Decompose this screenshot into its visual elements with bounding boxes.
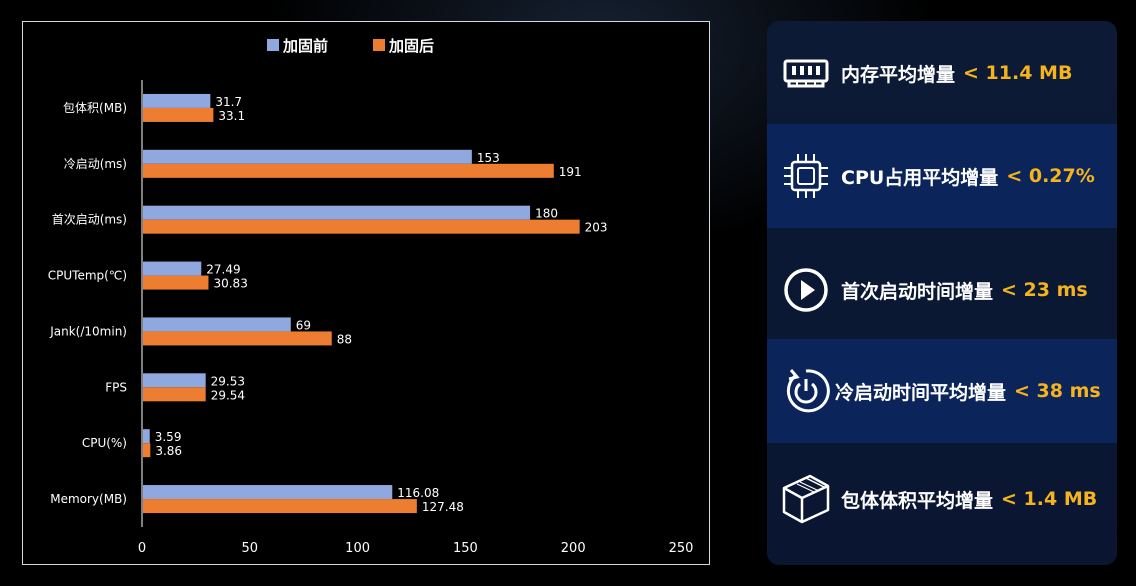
legend-label: 加固后 bbox=[388, 37, 434, 55]
bar bbox=[143, 443, 151, 458]
bar bbox=[143, 163, 554, 178]
category-label: CPUTemp(℃) bbox=[48, 269, 127, 283]
x-tick-label: 100 bbox=[345, 541, 370, 556]
category-label: FPS bbox=[105, 380, 127, 394]
bar bbox=[143, 261, 202, 276]
bar bbox=[143, 317, 291, 332]
data-label: 31.7 bbox=[215, 95, 242, 109]
data-label: 180 bbox=[535, 207, 558, 221]
data-label: 3.86 bbox=[155, 444, 182, 458]
x-tick-label: 150 bbox=[453, 541, 478, 556]
data-label: 191 bbox=[559, 165, 582, 179]
metric-summary-panel: 内存平均增量 < 11.4 MB CPU占用平均增量 < 0.27% bbox=[767, 21, 1117, 565]
data-label: 153 bbox=[477, 151, 500, 165]
x-tick-label: 50 bbox=[242, 541, 259, 556]
bar bbox=[143, 429, 150, 444]
metric-card-package-size: 包体体积平均增量 < 1.4 MB bbox=[767, 447, 1117, 551]
data-label: 69 bbox=[296, 318, 311, 332]
data-label: 3.59 bbox=[155, 430, 182, 444]
metric-card-cold-start: 冷启动时间平均增量 < 38 ms bbox=[767, 339, 1117, 443]
category-label: Memory(MB) bbox=[50, 492, 127, 506]
bar bbox=[143, 219, 580, 234]
metric-card-memory: 内存平均增量 < 11.4 MB bbox=[767, 21, 1117, 125]
metric-label: 首次启动时间增量 bbox=[841, 280, 994, 303]
bar bbox=[143, 485, 393, 500]
metric-value: < 38 ms bbox=[1014, 380, 1101, 402]
x-tick-label: 200 bbox=[561, 541, 586, 556]
legend-swatch bbox=[373, 39, 385, 51]
data-label: 127.48 bbox=[422, 500, 464, 514]
category-label: CPU(%) bbox=[82, 436, 127, 450]
metric-value: < 1.4 MB bbox=[1001, 488, 1098, 510]
data-label: 29.53 bbox=[211, 374, 245, 388]
data-label: 29.54 bbox=[211, 388, 245, 402]
bar-chart-panel: 加固前 加固后包体积(MB) 31.7 33.1 冷启动(ms) 153 191 首次启动(m… bbox=[22, 21, 710, 565]
metric-label: CPU占用平均增量 bbox=[841, 166, 999, 189]
data-label: 203 bbox=[585, 221, 608, 235]
data-label: 116.08 bbox=[397, 486, 439, 500]
bar bbox=[143, 93, 211, 108]
metric-label: 内存平均增量 bbox=[841, 63, 956, 86]
bar bbox=[143, 387, 206, 402]
data-label: 30.83 bbox=[213, 277, 247, 291]
bar bbox=[143, 373, 206, 388]
cpu-chip-icon bbox=[779, 149, 833, 203]
metric-card-cpu: CPU占用平均增量 < 0.27% bbox=[767, 124, 1117, 228]
category-label: 首次启动(ms) bbox=[52, 213, 127, 227]
data-label: 88 bbox=[337, 332, 352, 346]
x-tick-label: 0 bbox=[138, 541, 146, 556]
data-label: 27.49 bbox=[206, 263, 240, 277]
metric-value: < 11.4 MB bbox=[963, 62, 1073, 84]
legend-label: 加固前 bbox=[282, 37, 328, 55]
x-tick-label: 250 bbox=[669, 541, 694, 556]
metric-card-first-launch: 首次启动时间增量 < 23 ms bbox=[767, 238, 1117, 342]
power-restart-icon bbox=[779, 364, 833, 418]
metric-value: < 0.27% bbox=[1006, 165, 1095, 187]
bar bbox=[143, 149, 472, 164]
bar bbox=[143, 499, 417, 514]
package-box-icon bbox=[779, 472, 833, 526]
category-label: 冷启动(ms) bbox=[64, 157, 127, 171]
bar bbox=[143, 107, 214, 122]
play-icon bbox=[779, 263, 833, 317]
bar bbox=[143, 331, 332, 346]
category-label: Jank(/10min) bbox=[49, 324, 127, 338]
bar bbox=[143, 275, 209, 290]
legend-swatch bbox=[267, 39, 279, 51]
data-label: 33.1 bbox=[218, 109, 245, 123]
metric-label: 冷启动时间平均增量 bbox=[835, 381, 1007, 404]
memory-icon bbox=[779, 46, 833, 100]
bar bbox=[143, 205, 531, 220]
metric-value: < 23 ms bbox=[1001, 279, 1088, 301]
category-label: 包体积(MB) bbox=[63, 101, 127, 115]
metric-label: 包体体积平均增量 bbox=[841, 489, 994, 512]
